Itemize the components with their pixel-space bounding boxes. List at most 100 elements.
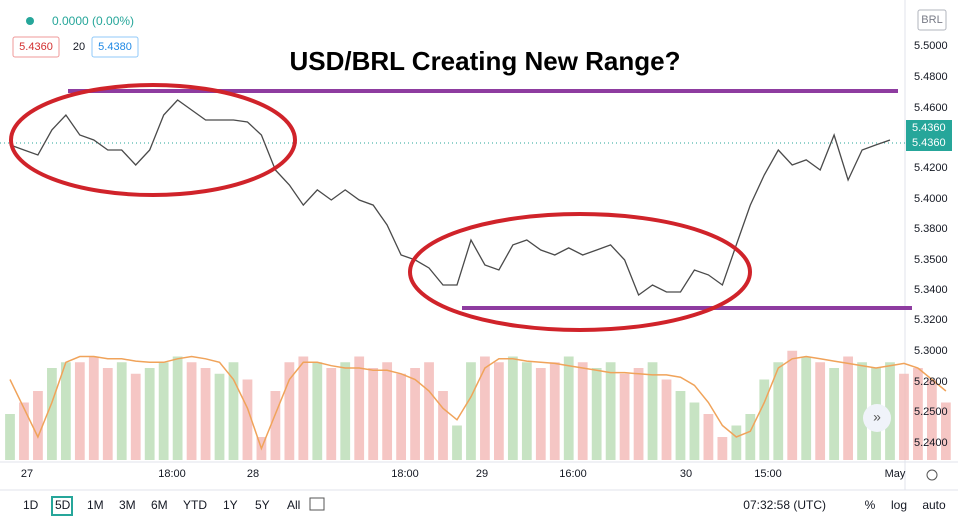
clock: 07:32:58 (UTC) xyxy=(743,498,826,512)
volume-bar xyxy=(102,368,113,460)
volume-bar xyxy=(521,362,532,460)
volume-bar xyxy=(438,391,448,460)
volume-bar xyxy=(857,362,867,460)
volume-bar xyxy=(312,362,323,460)
auto-toggle[interactable]: auto xyxy=(922,498,946,512)
volume-bar xyxy=(5,414,15,460)
volume-bar xyxy=(228,362,239,460)
price-label: 5.3000 xyxy=(914,345,948,357)
currency-box[interactable] xyxy=(917,9,947,31)
volume-bar xyxy=(466,362,476,460)
range-button[interactable]: 6M xyxy=(151,498,168,512)
volume-bar xyxy=(284,362,295,460)
volume-bar xyxy=(899,373,909,460)
volume-bar xyxy=(507,356,518,460)
volume-bar xyxy=(605,362,616,460)
volume-bar xyxy=(801,356,812,460)
volume-bar xyxy=(703,414,714,460)
annotation-title: USD/BRL Creating New Range? xyxy=(289,46,680,76)
ask: 5.4380 xyxy=(98,41,132,53)
time-label: 16:00 xyxy=(559,468,587,480)
price-label: 5.2400 xyxy=(914,437,948,449)
ask-box[interactable] xyxy=(91,36,139,58)
price-label: 5.2500 xyxy=(914,406,948,418)
volume-bar xyxy=(815,362,826,460)
price-badge-label: 5.4360 xyxy=(912,137,946,149)
range-button[interactable]: 1Y xyxy=(223,498,238,512)
price-label: 5.4800 xyxy=(914,71,948,83)
volume-bar xyxy=(535,368,546,460)
volume-bar xyxy=(424,362,434,460)
volume-bar xyxy=(382,362,393,460)
volume-bar xyxy=(326,368,337,460)
volume-bar xyxy=(172,356,183,460)
price-label: 5.4200 xyxy=(914,162,948,174)
volume-bar xyxy=(661,379,672,460)
volume-bar xyxy=(927,379,937,460)
volume-bar xyxy=(74,362,85,460)
time-label: 29 xyxy=(476,468,488,480)
range-selected[interactable] xyxy=(51,496,73,516)
volume-bar xyxy=(19,402,29,460)
time-label: 30 xyxy=(680,468,692,480)
volume-bar xyxy=(913,368,923,460)
volume-pane xyxy=(5,350,951,460)
time-label: 28 xyxy=(247,468,259,480)
volume-bar xyxy=(577,362,588,460)
volume-bar xyxy=(270,391,281,460)
range-button[interactable]: All xyxy=(287,498,300,512)
volume-bar xyxy=(494,362,504,460)
volume-bar xyxy=(745,414,756,460)
volume-bar xyxy=(843,356,853,460)
volume-bar xyxy=(396,373,406,460)
price-label: 5.4000 xyxy=(914,193,948,205)
price-label: 5.3200 xyxy=(914,314,948,326)
volume-bar xyxy=(354,356,365,460)
bid: 5.4360 xyxy=(19,41,53,53)
log-toggle[interactable]: log xyxy=(891,498,907,512)
time-label: 15:00 xyxy=(754,468,782,480)
volume-bar xyxy=(60,362,71,460)
period: 20 xyxy=(73,41,85,53)
range-ellipse xyxy=(408,212,752,332)
volume-bar xyxy=(116,362,127,460)
volume-bar xyxy=(633,368,644,460)
range-button[interactable]: 5Y xyxy=(255,498,270,512)
percent-toggle[interactable]: % xyxy=(865,498,876,512)
scroll-icon: » xyxy=(873,409,881,425)
volume-bar xyxy=(689,402,700,460)
range-ellipse xyxy=(9,83,297,197)
price-label: 5.3500 xyxy=(914,254,948,266)
status-dot xyxy=(26,17,34,25)
volume-bar xyxy=(563,356,574,460)
range-button[interactable]: 1M xyxy=(87,498,104,512)
volume-bar xyxy=(368,368,379,460)
volume-bar xyxy=(242,379,253,460)
volume-bar xyxy=(214,373,225,460)
range-button[interactable]: 3M xyxy=(119,498,136,512)
volume-bar xyxy=(773,362,784,460)
volume-bar xyxy=(130,373,141,460)
volume-bar xyxy=(88,356,99,460)
volume-bar xyxy=(144,368,155,460)
price-pane xyxy=(9,99,891,297)
settings-icon[interactable] xyxy=(926,469,938,481)
price-label: 5.2800 xyxy=(914,376,948,388)
volume-bar xyxy=(410,368,420,460)
bid-box[interactable] xyxy=(12,36,60,58)
range-button[interactable]: YTD xyxy=(183,498,207,512)
volume-bar xyxy=(717,437,728,460)
volume-bar xyxy=(829,368,840,460)
compare-icon[interactable] xyxy=(309,497,325,511)
currency: BRL xyxy=(921,14,942,26)
time-label: 18:00 xyxy=(391,468,419,480)
price-badge xyxy=(906,120,952,136)
price-label: 5.3400 xyxy=(914,284,948,296)
range-button[interactable]: 1D xyxy=(23,498,39,512)
time-label: 27 xyxy=(21,468,33,480)
volume-bar xyxy=(158,362,169,460)
range-button[interactable]: 5D xyxy=(55,498,71,512)
scroll-button[interactable] xyxy=(863,404,891,432)
volume-bar xyxy=(731,425,742,460)
